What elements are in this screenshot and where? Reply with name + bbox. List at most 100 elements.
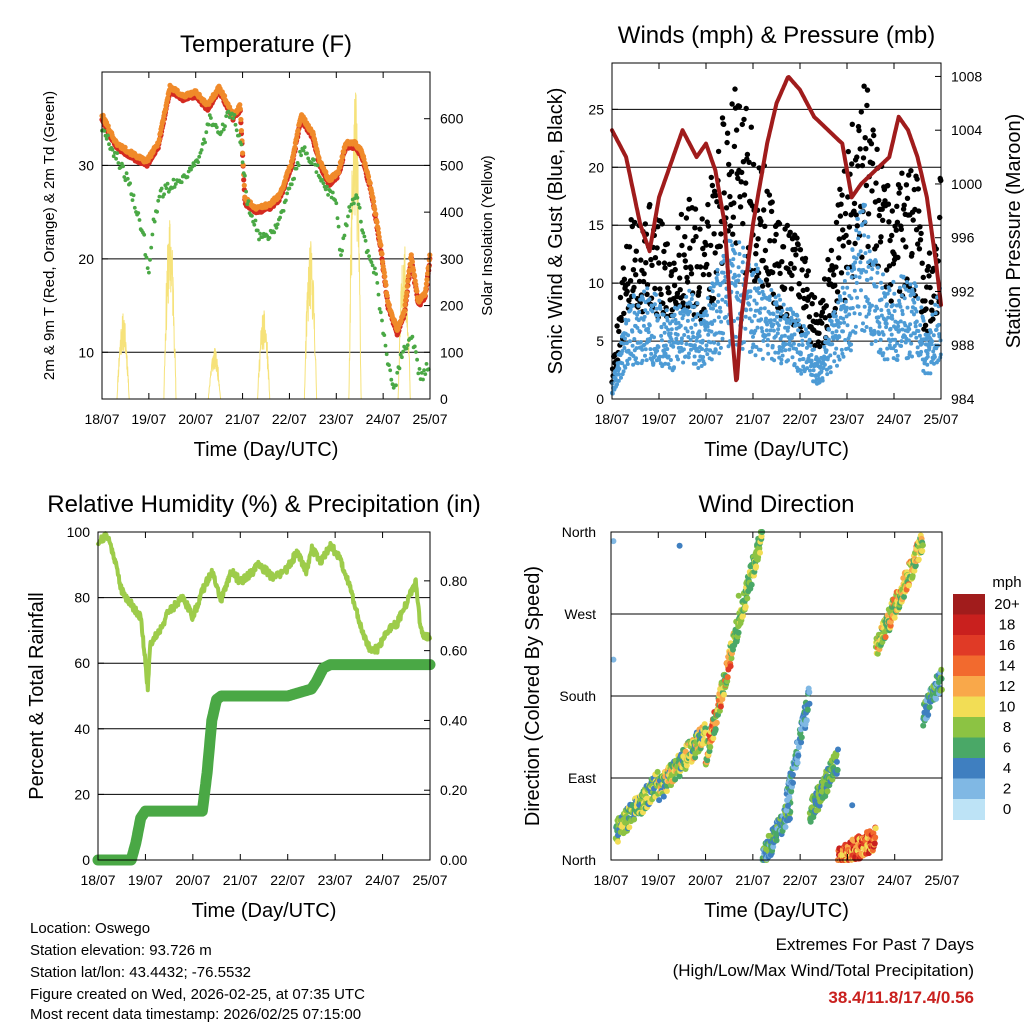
temp-data-point	[405, 273, 411, 279]
wind-gust-point	[771, 238, 778, 244]
wind-sustained-point	[826, 337, 831, 342]
wind-x-tick-label: 22/07	[782, 411, 817, 427]
wind-sustained-point	[844, 305, 849, 310]
temp-data-point	[366, 248, 370, 253]
wind-sustained-point	[877, 324, 882, 329]
direction-point	[717, 703, 724, 710]
wind-sustained-point	[630, 343, 635, 348]
wind-sustained-point	[610, 381, 615, 386]
wind-sustained-point	[866, 311, 871, 316]
wind-gust-point	[930, 316, 936, 322]
temp-data-point	[374, 219, 380, 225]
wind-sustained-point	[666, 362, 671, 367]
temp-data-point	[367, 254, 371, 258]
wind-gust-point	[803, 272, 810, 279]
wind-sustained-points	[610, 202, 943, 396]
humidity-y2-tick-label: 0.40	[440, 712, 467, 728]
wind-sustained-point	[747, 302, 752, 307]
direction-point	[900, 575, 907, 582]
wind-gust-point	[723, 205, 730, 211]
wind-gust-point	[762, 223, 768, 229]
wind-sustained-point	[640, 358, 645, 363]
humidity-chart-title: Relative Humidity (%) & Precipitation (i…	[47, 491, 480, 518]
direction-y-tick-label: West	[564, 606, 596, 622]
wind-sustained-point	[828, 353, 833, 358]
wind-gust-point	[727, 223, 734, 229]
temp-x-tick-label: 24/07	[366, 411, 401, 427]
temp-data-point	[383, 343, 388, 348]
direction-y-tick-label: North	[562, 852, 596, 868]
temp-data-point	[232, 113, 237, 117]
wind-gust-point	[851, 200, 858, 207]
direction-point	[806, 689, 813, 696]
wind-y-tick-label: 15	[588, 217, 604, 233]
temp-data-point	[404, 290, 410, 296]
wind-sustained-point	[634, 346, 639, 351]
temp-data-point	[330, 190, 335, 195]
wind-gust-point	[858, 109, 864, 115]
wind-sustained-point	[751, 270, 756, 275]
wind-sustained-point	[779, 348, 784, 353]
temp-data-point	[156, 198, 161, 203]
wind-sustained-point	[905, 280, 909, 284]
wind-sustained-point	[846, 266, 850, 271]
wind-gust-point	[838, 270, 845, 276]
temp-data-point	[281, 209, 286, 213]
wind-gust-point	[885, 182, 891, 189]
temp-data-point	[424, 277, 430, 283]
wind-gust-point	[893, 227, 899, 233]
wind-sustained-point	[736, 278, 741, 283]
temp-data-point	[382, 273, 388, 280]
temp-data-point	[305, 151, 309, 156]
wind-sustained-point	[650, 309, 655, 314]
direction-point	[707, 744, 714, 750]
wind-gust-point	[732, 86, 738, 92]
direction-point	[740, 612, 746, 619]
wind-gust-point	[908, 168, 914, 174]
wind-gust-point	[731, 143, 738, 150]
wind-gust-point	[903, 182, 910, 188]
temp-data-point	[384, 293, 390, 299]
wind-gust-point	[728, 169, 735, 175]
wind-sustained-point	[646, 326, 651, 331]
wind-sustained-point	[853, 324, 858, 329]
wind-sustained-point	[858, 260, 863, 265]
wind-sustained-point	[718, 305, 722, 310]
wind-gust-point	[641, 271, 647, 277]
wind-sustained-point	[654, 292, 658, 297]
wind-gust-point	[683, 215, 690, 221]
wind-gust-point	[797, 294, 803, 300]
wind-sustained-point	[830, 342, 835, 347]
wind-sustained-point	[811, 368, 816, 373]
wind-sustained-point	[870, 267, 875, 272]
wind-sustained-point	[916, 296, 921, 301]
wind-sustained-point	[878, 347, 883, 352]
wind-sustained-point	[765, 343, 770, 348]
wind-sustained-point	[737, 240, 742, 245]
wind-gust-point	[624, 288, 630, 295]
wind-gust-point	[929, 307, 935, 313]
wind-sustained-point	[736, 265, 741, 270]
temp-data-point	[423, 372, 428, 376]
wind-sustained-point	[852, 267, 857, 271]
temp-data-point	[405, 278, 411, 284]
wind-sustained-point	[806, 330, 810, 335]
speed-legend-swatch	[953, 717, 985, 738]
temp-data-point	[149, 245, 154, 250]
temp-data-point	[237, 133, 242, 138]
wind-gust-point	[714, 199, 720, 205]
wind-gust-point	[730, 231, 736, 237]
wind-gust-point	[761, 207, 767, 213]
wind-sustained-point	[881, 351, 886, 356]
wind-sustained-point	[737, 252, 742, 256]
humidity-y2-tick-label: 0.60	[440, 643, 467, 659]
wind-sustained-point	[649, 351, 654, 356]
wind-gust-point	[914, 176, 920, 182]
wind-gust-point	[812, 342, 818, 349]
direction-point	[755, 554, 762, 561]
wind-gust-point	[831, 272, 837, 278]
wind-sustained-point	[934, 327, 939, 332]
wind-gust-point	[879, 206, 885, 212]
wind-gust-point	[860, 155, 867, 161]
wind-sustained-point	[925, 351, 930, 356]
